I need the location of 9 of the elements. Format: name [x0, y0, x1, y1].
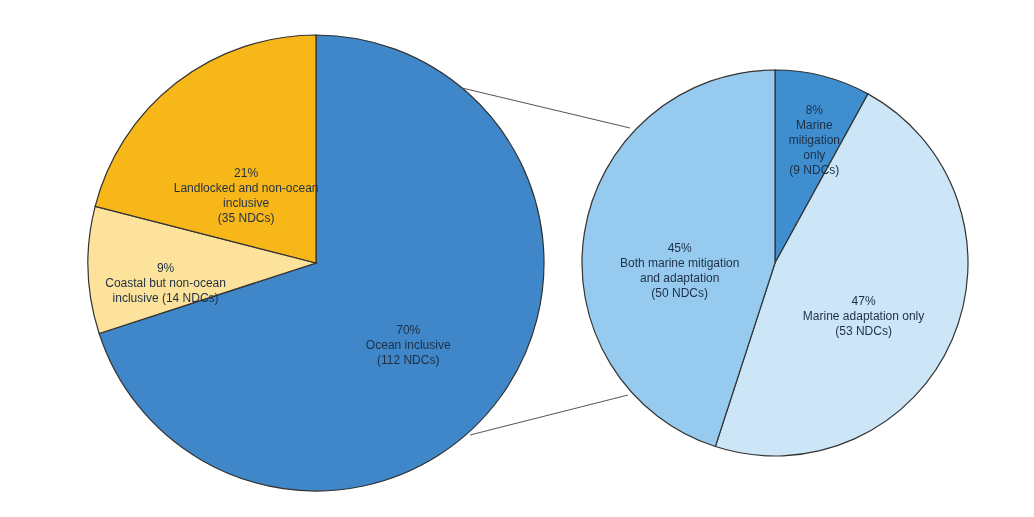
data-label: 45%	[667, 240, 693, 255]
slice-label: Both marine mitigation and adaptation (50 NDCs)	[619, 255, 740, 300]
slice-label: Marine adaptation only (53 NDCs)	[802, 309, 925, 339]
data-label: 8%	[805, 102, 824, 117]
data-label: 47%	[851, 294, 876, 309]
slice-label: Ocean inclusive (112 NDCs)	[365, 338, 451, 368]
data-label: 70%	[396, 323, 421, 338]
data-label: 9%	[156, 260, 175, 275]
data-label: 21%	[234, 165, 259, 180]
